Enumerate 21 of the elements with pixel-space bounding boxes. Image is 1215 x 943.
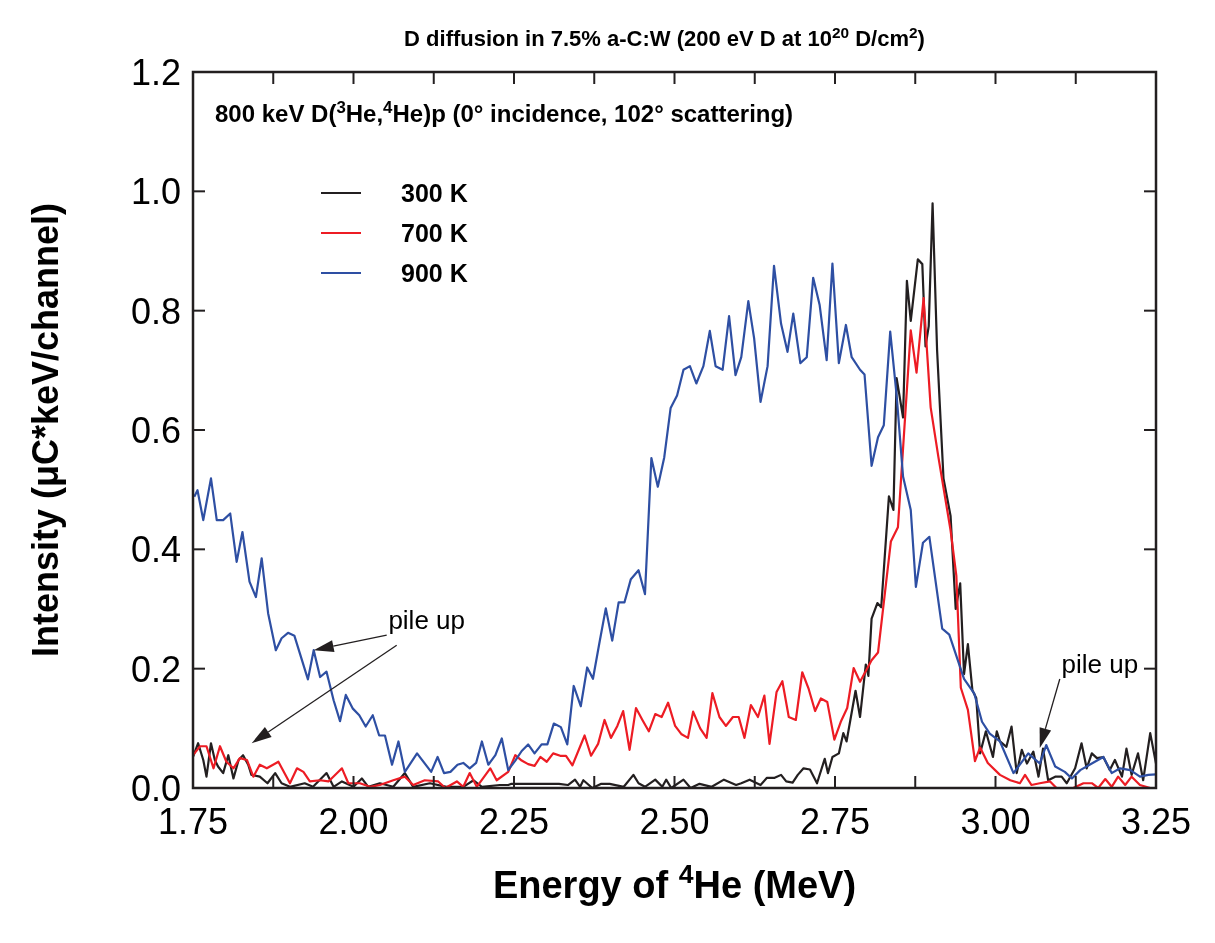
x-tick-label: 2.75 xyxy=(799,801,871,842)
y-axis-title: Intensity (μC*keV/channel) xyxy=(25,202,66,658)
x-tick-label: 2.00 xyxy=(318,801,389,842)
x-tick-label: 2.25 xyxy=(478,801,550,842)
legend-label: 900 K xyxy=(401,259,468,287)
x-tick-label: 3.00 xyxy=(960,801,1031,842)
legend-label: 700 K xyxy=(401,219,468,247)
legend-label: 300 K xyxy=(401,179,468,207)
y-tick-label: 0.8 xyxy=(130,290,181,332)
text: 800 keV D($^{3}$He,$^{4}$He)p (0° incidence, 102° scattering) xyxy=(215,97,794,127)
y-tick-label: 0.2 xyxy=(130,648,181,690)
x-axis-title: Energy of $^{4}$He (MeV) xyxy=(492,859,857,906)
chart-title: D diffusion in 7.5% a-C:W (200 eV D at 10$^{20}$ D/cm$^{2}$) xyxy=(404,23,925,51)
x-tick-label: 3.25 xyxy=(1120,801,1192,842)
y-tick-label: 0.6 xyxy=(130,410,181,451)
x-tick-label: 2.50 xyxy=(639,801,710,842)
annotation: pile up xyxy=(388,605,466,636)
y-tick-label: 1.0 xyxy=(130,171,181,213)
annotation: pile up xyxy=(1061,649,1139,680)
y-tick-label: 1.2 xyxy=(130,52,181,93)
y-tick-label: 0.4 xyxy=(130,529,181,571)
